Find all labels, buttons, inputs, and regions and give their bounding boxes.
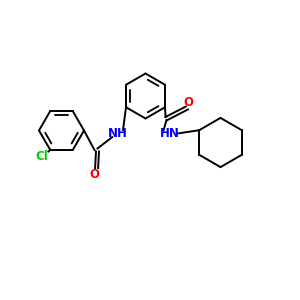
Text: O: O <box>89 168 100 181</box>
Text: O: O <box>183 96 194 109</box>
Text: NH: NH <box>108 127 127 140</box>
Text: Cl: Cl <box>35 150 48 163</box>
Text: HN: HN <box>160 127 179 140</box>
